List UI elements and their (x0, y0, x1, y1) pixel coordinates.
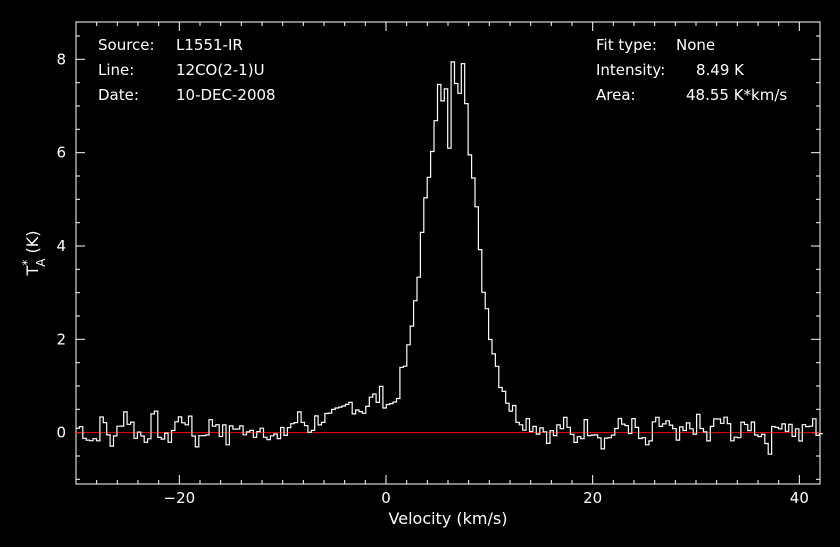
spectrum-line (76, 61, 823, 455)
y-tick-label: 2 (56, 330, 66, 348)
axis-labels: Velocity (km/s) T*A (K) (20, 230, 507, 528)
source-label: Source: (98, 36, 155, 54)
fit-type-value: None (676, 36, 716, 54)
line-value: 12CO(2-1)U (176, 61, 265, 79)
x-tick-label: 40 (790, 489, 809, 507)
y-tick-label: 8 (56, 50, 66, 68)
x-axis-label: Velocity (km/s) (389, 509, 508, 528)
tick-labels: −20 0 20 40 0 2 4 6 8 (56, 50, 808, 507)
y-tick-label: 6 (56, 144, 66, 162)
date-label: Date: (98, 86, 139, 104)
spectrum-series (76, 61, 823, 455)
source-value: L1551-IR (176, 36, 243, 54)
line-label: Line: (98, 61, 135, 79)
x-tick-label: 20 (583, 489, 602, 507)
x-tick-label: −20 (164, 489, 196, 507)
x-tick-label: 0 (381, 489, 391, 507)
intensity-label: Intensity: (596, 61, 666, 79)
y-tick-label: 4 (56, 237, 66, 255)
intensity-value: 8.49 K (696, 61, 745, 79)
fit-type-label: Fit type: (596, 36, 657, 54)
y-axis-label: T*A (K) (20, 230, 48, 276)
axis-ticks (75, 22, 821, 484)
y-tick-label: 0 (56, 424, 66, 442)
area-value: 48.55 K*km/s (686, 86, 788, 104)
date-value: 10-DEC-2008 (176, 86, 276, 104)
area-label: Area: (596, 86, 636, 104)
